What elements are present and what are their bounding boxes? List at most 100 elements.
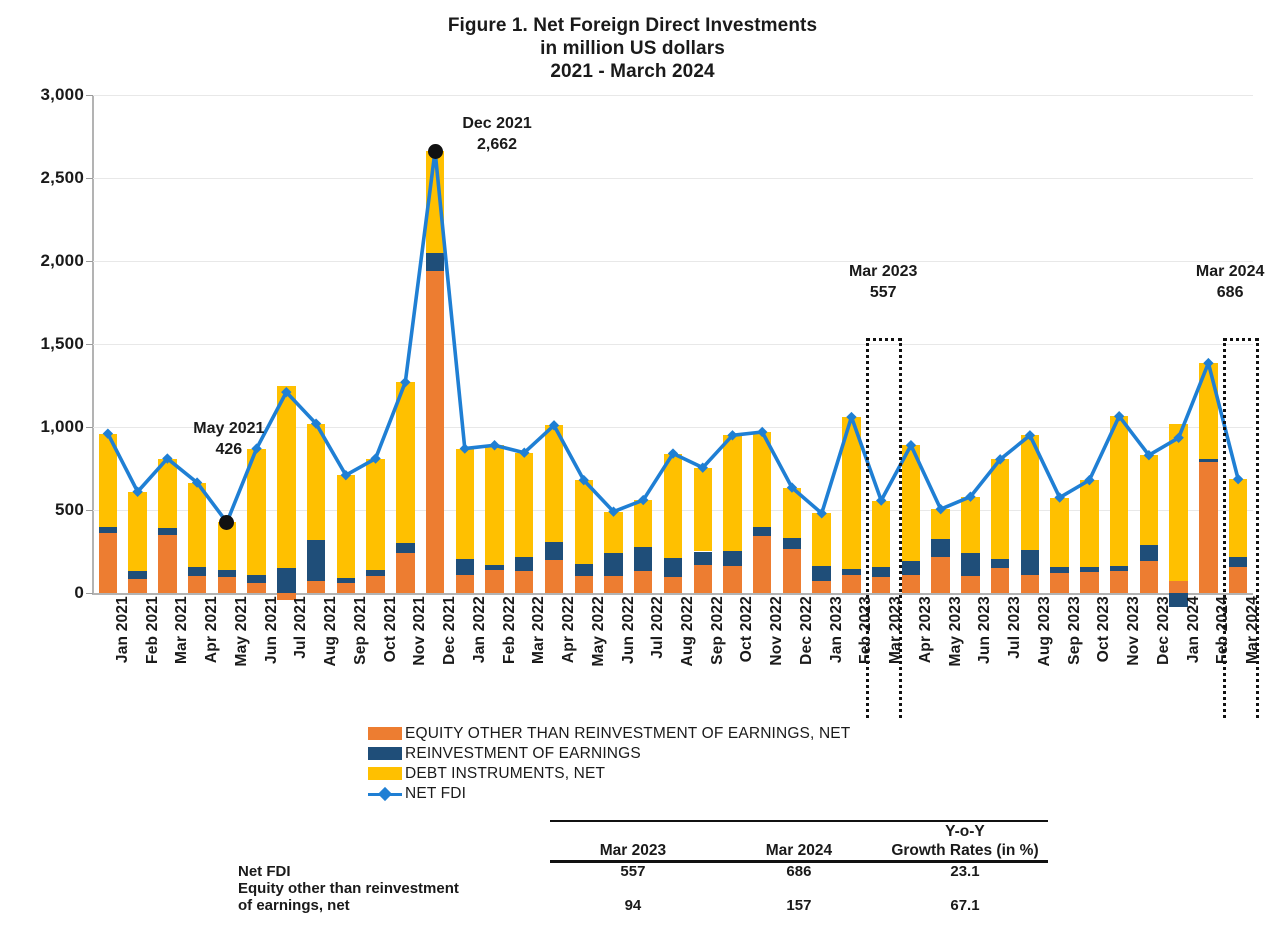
- bar-segment: [901, 574, 921, 593]
- bar-segment: [574, 480, 593, 564]
- annotation-mar-2024: Mar 2024 686: [1170, 261, 1265, 303]
- bar-segment: [217, 521, 237, 570]
- annotation-mar-2024-label: Mar 2024: [1195, 263, 1265, 281]
- net-fdi-marker: [489, 440, 500, 451]
- x-tick-label: Jul 2023: [1006, 596, 1024, 659]
- y-tick-label: 2,500: [40, 168, 84, 187]
- annotation-dec-2021-value: 2,662: [477, 136, 518, 154]
- bar-column: [693, 95, 712, 593]
- table-header-row: Mar 2023 Mar 2024 Y-o-Y Growth Rates (in…: [238, 820, 1048, 863]
- x-tick-label: Nov 2022: [768, 596, 786, 666]
- bar-segment: [604, 575, 623, 593]
- bar-segment: [753, 535, 772, 593]
- bar-segment: [931, 539, 950, 558]
- bar-segment: [990, 568, 1010, 593]
- legend-label: DEBT INSTRUMENTS, NET: [405, 764, 606, 782]
- highlight-point-marker: [427, 143, 443, 159]
- bar-segment: [306, 423, 326, 540]
- net-fdi-marker: [1084, 474, 1095, 486]
- bar-segment: [1050, 567, 1069, 574]
- table-header-growth: Y-o-Y Growth Rates (in %): [881, 820, 1048, 863]
- bar-segment: [396, 382, 415, 544]
- net-fdi-marker: [251, 443, 262, 454]
- legend-label: EQUITY OTHER THAN REINVESTMENT OF EARNIN…: [405, 724, 851, 742]
- net-fdi-marker: [1113, 411, 1125, 422]
- bar-segment: [455, 558, 474, 575]
- bar-segment: [723, 565, 742, 593]
- bar-column: [98, 95, 118, 593]
- legend-swatch-icon: [368, 727, 402, 740]
- bar-segment: [961, 496, 980, 554]
- net-fdi-marker: [459, 443, 470, 454]
- bar-segment: [723, 435, 742, 551]
- bar-segment: [336, 475, 356, 579]
- bar-column: [515, 95, 534, 593]
- net-fdi-marker: [876, 495, 887, 506]
- bar-segment: [366, 576, 385, 593]
- net-fdi-marker: [400, 376, 411, 388]
- net-fdi-marker: [310, 418, 322, 429]
- bar-segment: [842, 417, 861, 569]
- figure-1-chart: 0 500 1,000 1,500 2,000 2,500 3,000 May 2021 42…: [40, 85, 1264, 721]
- bar-segment: [366, 458, 385, 570]
- legend-item[interactable]: DEBT INSTRUMENTS, NET: [368, 764, 850, 783]
- bar-segment: [336, 583, 356, 593]
- bar-column: [574, 95, 593, 593]
- bar-column: [128, 95, 147, 593]
- y-tick-label: 500: [55, 500, 84, 519]
- net-fdi-marker: [905, 440, 917, 451]
- row-label-equity-cont: of earnings, net: [238, 897, 350, 914]
- bar-column: [1050, 95, 1069, 593]
- x-tick-label: Jul 2022: [649, 596, 667, 659]
- x-tick-label: Aug 2021: [322, 596, 340, 667]
- net-fdi-marker: [608, 506, 619, 517]
- table-header-blank: [238, 821, 550, 862]
- net-fdi-marker: [548, 420, 560, 431]
- net-fdi-marker: [667, 448, 679, 459]
- bar-segment: [1169, 580, 1188, 593]
- bar-segment: [693, 551, 712, 565]
- legend-item[interactable]: REINVESTMENT OF EARNINGS: [368, 744, 850, 763]
- bar-segment: [1199, 461, 1218, 593]
- x-tick-label: Mar 2022: [530, 596, 548, 664]
- bar-segment: [187, 567, 207, 577]
- net-fdi-marker: [340, 469, 352, 481]
- bar-segment: [961, 576, 980, 593]
- net-fdi-marker: [1203, 357, 1214, 369]
- bar-segment: [1050, 497, 1069, 568]
- bar-segment: [217, 569, 237, 578]
- gridline: [93, 261, 1253, 262]
- plot-area: May 2021 426 Dec 2021 2,662 Mar 2023 557 Mar 2…: [86, 95, 1264, 718]
- x-axis-labels: Jan 2021 Feb 2021 Mar 2021 Apr 2021 May 2021…: [93, 596, 1261, 721]
- net-fdi-marker: [757, 426, 768, 438]
- bar-segment: [306, 580, 326, 593]
- legend-label: NET FDI: [405, 784, 467, 802]
- bar-segment: [782, 538, 802, 549]
- x-tick-label: Dec 2022: [797, 596, 815, 665]
- bar-column: [723, 95, 742, 593]
- bar-segment: [396, 553, 415, 593]
- bar-segment: [871, 567, 891, 578]
- title-line-1: Figure 1. Net Foreign Direct Investments: [447, 15, 818, 36]
- bar-segment: [782, 487, 802, 539]
- legend-item[interactable]: EQUITY OTHER THAN REINVESTMENT OF EARNIN…: [368, 724, 850, 743]
- x-tick-label: Oct 2022: [738, 596, 756, 663]
- x-tick-label: May 2021: [232, 596, 250, 667]
- bar-segment: [931, 557, 950, 593]
- row-equity-mar-2023: 94: [624, 897, 642, 914]
- bar-segment: [1020, 435, 1040, 550]
- bar-segment: [663, 558, 683, 578]
- annotation-mar-2023-value: 557: [869, 284, 897, 302]
- x-tick-label: May 2022: [589, 596, 607, 667]
- bar-segment: [455, 448, 474, 559]
- x-tick-label: Dec 2023: [1154, 596, 1172, 665]
- x-tick-label: Aug 2023: [1035, 596, 1053, 667]
- bar-segment: [1228, 479, 1248, 557]
- annotation-mar-2023: Mar 2023 557: [823, 261, 943, 303]
- bar-segment: [336, 578, 356, 584]
- chart-legend: EQUITY OTHER THAN REINVESTMENT OF EARNIN…: [368, 724, 850, 804]
- bar-segment: [277, 385, 296, 569]
- bar-segment: [98, 526, 118, 534]
- net-fdi-line: [106, 149, 1240, 525]
- legend-item[interactable]: NET FDI: [368, 784, 850, 803]
